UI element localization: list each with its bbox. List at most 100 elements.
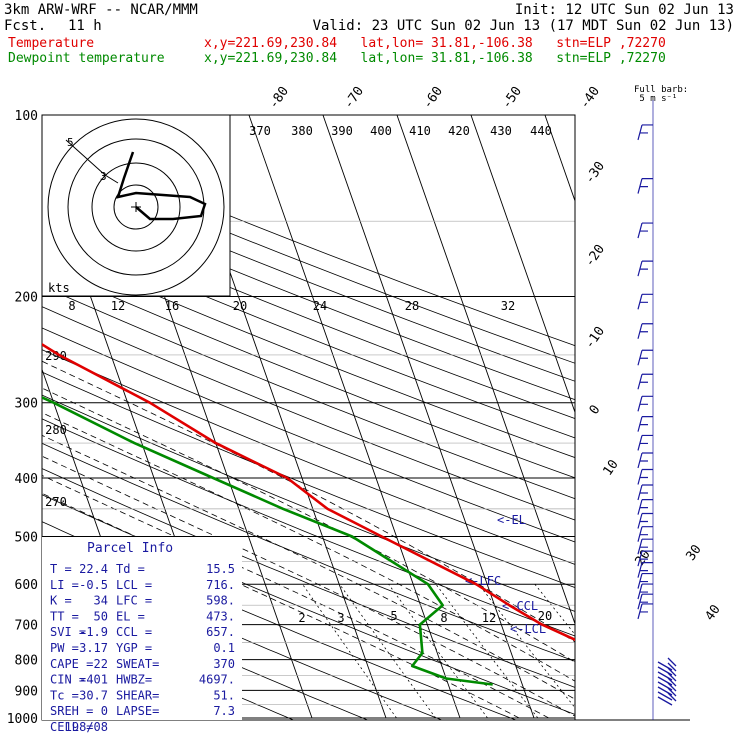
pressure-tick-label: 400 <box>15 472 38 487</box>
isotherm-label: 40 <box>702 602 723 623</box>
wind-barb <box>637 512 653 529</box>
theta-label: 270 <box>45 495 67 509</box>
model-title: 3km ARW-WRF -- NCAR/MMM <box>4 2 198 18</box>
parcel-info-cell: CAPE = <box>50 657 93 671</box>
parcel-info-box: Parcel Info T = 22.4 Td = 15.5 LI = -0.5 LCL = 7… <box>42 537 242 734</box>
parcel-info-cell: 598. <box>206 594 235 608</box>
theta-label: 420 <box>448 124 470 138</box>
hodograph-storm-vector <box>65 139 119 184</box>
parcel-info-background <box>42 537 242 720</box>
parcel-info-cell: LCL = <box>116 578 152 592</box>
parcel-info-cell: LFC = <box>116 594 152 608</box>
dry-adiabat <box>42 468 575 688</box>
theta-label: 390 <box>331 124 353 138</box>
parcel-level-label: <-LCL <box>510 622 546 636</box>
parcel-info-cell: 370 <box>213 657 235 671</box>
mixing-ratio-label: 3 <box>337 611 344 625</box>
hodograph-ring-label: 28 <box>405 299 419 313</box>
hodograph-ring-label: 20 <box>233 299 247 313</box>
parcel-info-cell: CCL = <box>116 625 152 639</box>
pressure-tick-label: 1000 <box>7 712 38 727</box>
isotherm-line <box>248 115 461 719</box>
wind-barb <box>637 124 653 141</box>
wind-barb <box>657 692 677 706</box>
parcel-info-cell: YGP = <box>116 641 152 655</box>
hodograph-ring-label: 24 <box>313 299 327 313</box>
theta-label: 370 <box>249 124 271 138</box>
wind-barb <box>657 662 677 676</box>
isotherm-line <box>619 115 740 718</box>
theta-label: 440 <box>530 124 552 138</box>
moist-adiabat <box>42 360 575 643</box>
wind-barb <box>637 177 653 194</box>
dry-adiabat <box>42 442 575 662</box>
mixing-ratio-label: 5 <box>390 609 397 623</box>
parcel-info-cell: 198/08 <box>65 720 108 734</box>
hodograph-ring-label: 12 <box>111 299 125 313</box>
pressure-tick-label: 500 <box>15 530 38 545</box>
wind-barb <box>637 593 653 610</box>
wind-barb <box>657 677 677 691</box>
parcel-info-cell: CIN = <box>50 673 86 687</box>
forecast-hour: 11 h <box>68 18 102 34</box>
theta-label: 400 <box>370 124 392 138</box>
wind-barb <box>637 222 653 239</box>
wind-barb <box>657 672 677 686</box>
parcel-info-cell: 473. <box>206 609 235 623</box>
hodograph-trace <box>116 151 207 221</box>
wind-barb <box>637 323 653 339</box>
wind-barb <box>637 484 653 501</box>
isotherm-label: -60 <box>420 84 446 112</box>
theta-label: 290 <box>45 349 67 363</box>
parcel-info-cell: 51. <box>213 688 235 702</box>
dry-adiabat <box>42 327 575 543</box>
dry-adiabat <box>42 226 575 439</box>
theta-label: 380 <box>291 124 313 138</box>
parcel-info-cell: TT = <box>50 609 79 623</box>
parcel-info-cell: T = <box>50 562 72 576</box>
isotherm-label: -30 <box>582 159 608 187</box>
hodograph: kts 5 3 <box>41 114 231 297</box>
wind-barb <box>637 452 653 469</box>
isotherm-label: 10 <box>600 457 621 478</box>
parcel-info-cell: 0 <box>101 704 108 718</box>
parcel-info-cell: SHEAR= <box>116 688 159 702</box>
dry-adiabat <box>42 265 575 479</box>
wind-barb <box>637 603 653 620</box>
mixing-ratio-line <box>302 583 397 719</box>
theta-label: 280 <box>45 423 67 437</box>
parcel-info-cell: SWEAT= <box>116 657 159 671</box>
wind-barb <box>657 657 677 671</box>
parcel-info-cell: EL = <box>116 609 145 623</box>
parcel-info-cell: SVI = <box>50 625 86 639</box>
parcel-info-cell: Td = <box>116 562 145 576</box>
hodograph-ring-label: 32 <box>501 299 515 313</box>
parcel-info-cell: 22.4 <box>79 562 108 576</box>
parcel-info-cell: 30.7 <box>79 688 108 702</box>
dry-adiabat <box>42 371 575 589</box>
hodograph-ring <box>113 184 159 230</box>
mixing-ratio-label: 8 <box>440 611 447 625</box>
dry-adiabat <box>42 245 575 459</box>
pressure-tick-label: 100 <box>15 109 38 124</box>
parcel-info-cell: CELL = <box>50 720 93 734</box>
isotherm-label: -10 <box>582 324 608 352</box>
dry-adiabat <box>42 171 575 382</box>
parcel-info-cell: 7.3 <box>213 704 235 718</box>
dry-adiabat <box>42 394 575 612</box>
wind-barb <box>637 550 653 567</box>
parcel-info-cell: -0.5 <box>79 578 108 592</box>
hodograph-units: kts <box>48 281 70 295</box>
valid-time: Valid: 23 UTC Sun 02 Jun 13 (17 MDT Sun … <box>312 18 734 34</box>
pressure-tick-label: 700 <box>15 619 38 634</box>
parcel-info-cell: PW = <box>50 641 79 655</box>
parcel-info-cell: 657. <box>206 625 235 639</box>
parcel-info-cell: -401 <box>79 673 108 687</box>
hodograph-ring <box>47 118 225 296</box>
parcel-info-cell: -1.9 <box>79 625 108 639</box>
parcel-info-cell: 3.17 <box>79 641 108 655</box>
wind-barb <box>637 538 653 555</box>
hodograph-ring-label: 8 <box>68 299 75 313</box>
dry-adiabat <box>42 189 575 401</box>
